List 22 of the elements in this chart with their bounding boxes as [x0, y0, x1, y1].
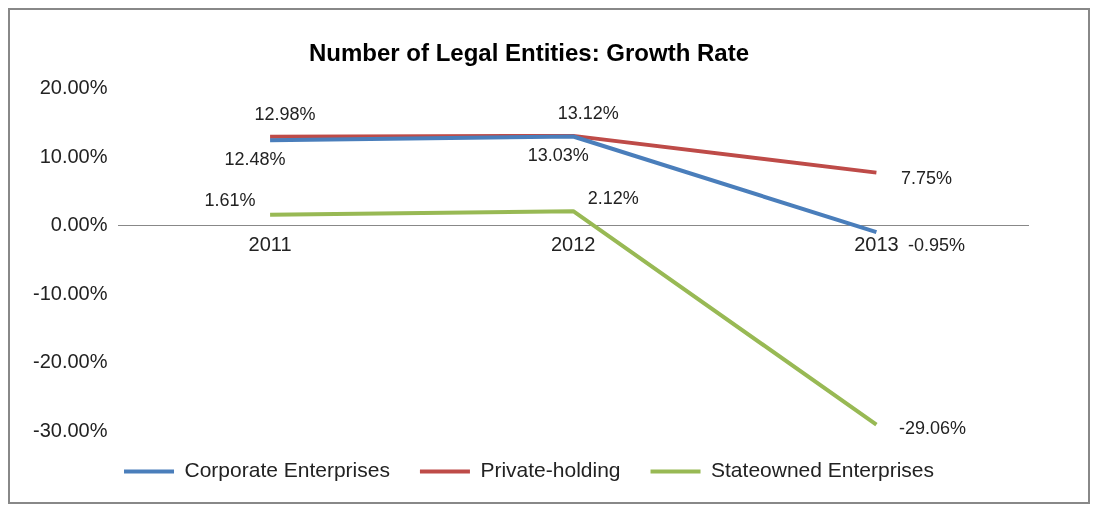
data-label: 12.48%: [224, 149, 286, 170]
data-label: -0.95%: [907, 235, 965, 256]
legend-label: Private-holding: [480, 458, 621, 482]
y-tick-label: -20.00%: [32, 350, 108, 373]
data-label: -29.06%: [898, 417, 966, 438]
chart-title: Number of Legal Entities: Growth Rate: [308, 39, 750, 67]
y-tick-label: 20.00%: [39, 76, 108, 99]
y-tick-label: -30.00%: [32, 418, 108, 441]
data-label: 2.12%: [587, 188, 639, 209]
x-tick-label: 2011: [248, 233, 292, 256]
data-label: 13.12%: [557, 102, 619, 123]
data-label: 1.61%: [204, 189, 256, 210]
y-tick-label: 0.00%: [50, 213, 108, 236]
data-label: 7.75%: [900, 167, 952, 188]
legend-label: Stateowned Enterprises: [711, 458, 934, 482]
x-tick-label: 2012: [551, 233, 596, 256]
data-label: 13.03%: [527, 145, 589, 166]
x-tick-label: 2013: [854, 233, 899, 256]
y-tick-label: -10.00%: [32, 281, 108, 304]
data-label: 12.98%: [254, 103, 316, 124]
legend-label: Corporate Enterprises: [184, 458, 390, 482]
y-tick-label: 10.00%: [39, 144, 108, 167]
